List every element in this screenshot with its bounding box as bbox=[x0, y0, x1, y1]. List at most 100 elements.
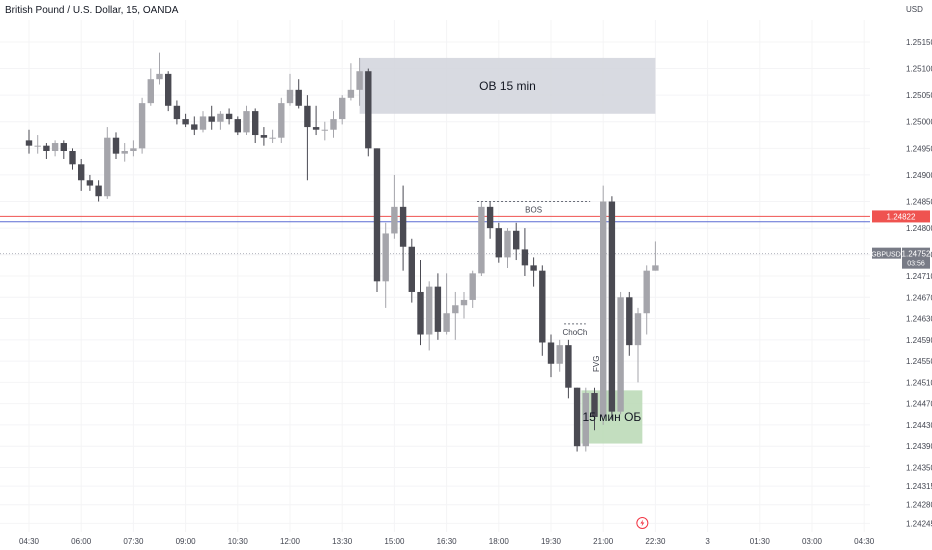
current-price-tag bbox=[902, 247, 930, 269]
x-tick-label: 09:00 bbox=[176, 537, 197, 546]
candle bbox=[539, 265, 546, 356]
candle-body bbox=[426, 286, 433, 335]
x-tick-label: 03:00 bbox=[802, 537, 823, 546]
candle-body bbox=[408, 246, 415, 292]
candle bbox=[95, 180, 102, 202]
y-tick-label: 1.24550 bbox=[906, 357, 932, 366]
candle-body bbox=[234, 119, 241, 133]
annotations-layer: OB 15 min 15 мин ОБ BOS ChoCh FVG bbox=[477, 79, 641, 424]
candle bbox=[173, 100, 181, 125]
candle bbox=[643, 265, 650, 335]
candle bbox=[304, 95, 311, 181]
candle-body bbox=[78, 164, 85, 181]
candle-body bbox=[434, 286, 442, 332]
candle bbox=[321, 121, 328, 141]
y-tick-label: 1.25050 bbox=[906, 91, 932, 100]
x-tick-label: 18:00 bbox=[489, 537, 510, 546]
candle-body bbox=[147, 79, 154, 104]
candle-body bbox=[530, 265, 537, 271]
y-tick-label: 1.24670 bbox=[906, 293, 932, 302]
y-tick-label: 1.24470 bbox=[906, 400, 932, 409]
y-tick-label: 1.24510 bbox=[906, 378, 932, 387]
x-tick-label: 3 bbox=[705, 537, 710, 546]
candle bbox=[112, 132, 120, 159]
candle bbox=[591, 387, 598, 431]
candle bbox=[356, 57, 363, 106]
candle-body bbox=[556, 345, 563, 364]
candle bbox=[25, 129, 33, 154]
candle-body bbox=[260, 135, 268, 138]
candle-body bbox=[330, 119, 337, 130]
candle-body bbox=[130, 148, 137, 151]
candle-body bbox=[521, 249, 529, 266]
candle-body bbox=[295, 89, 302, 106]
candle bbox=[443, 273, 450, 335]
candle-body bbox=[347, 89, 355, 98]
candle bbox=[608, 196, 616, 420]
y-tick-label: 1.24950 bbox=[906, 144, 932, 153]
candle bbox=[547, 334, 555, 378]
x-tick-label: 10:30 bbox=[228, 537, 249, 546]
x-tick-label: 06:00 bbox=[71, 537, 92, 546]
candle bbox=[312, 105, 320, 136]
annotation-label: FVG bbox=[592, 356, 601, 372]
candle bbox=[504, 228, 511, 269]
candle-body bbox=[339, 97, 346, 120]
candle bbox=[147, 68, 154, 106]
y-axis-currency-label: USD bbox=[906, 5, 923, 14]
candle-body bbox=[104, 137, 111, 197]
y-tick-label: 1.24850 bbox=[906, 198, 932, 207]
candle-body bbox=[643, 270, 650, 314]
candle-body bbox=[225, 113, 233, 120]
candles-layer bbox=[25, 52, 659, 452]
y-tick-label: 1.24590 bbox=[906, 336, 932, 345]
y-tick-label: 1.24900 bbox=[906, 171, 932, 180]
x-tick-label: 15:00 bbox=[384, 537, 405, 546]
x-tick-label: 19:30 bbox=[541, 537, 562, 546]
candle-body bbox=[304, 105, 311, 128]
y-tick-label: 1.24280 bbox=[906, 501, 932, 510]
candle bbox=[234, 116, 241, 136]
candle bbox=[269, 129, 276, 144]
y-tick-label: 1.24390 bbox=[906, 442, 932, 451]
candle-body bbox=[573, 387, 581, 447]
candle-body bbox=[600, 201, 607, 417]
symbol-tag bbox=[872, 247, 901, 259]
candle bbox=[51, 140, 59, 157]
candle bbox=[78, 158, 85, 191]
candle bbox=[382, 222, 389, 308]
candle-body bbox=[626, 297, 633, 346]
candle bbox=[199, 111, 207, 133]
candle bbox=[225, 108, 233, 125]
annotation-label: ChoCh bbox=[562, 328, 587, 337]
candle bbox=[617, 291, 624, 415]
zone-label: OB 15 min bbox=[479, 79, 536, 93]
candle bbox=[391, 174, 398, 239]
y-tick-label: 1.24350 bbox=[906, 463, 932, 472]
candle bbox=[426, 281, 433, 351]
symbol-tag-label: GBPUSD bbox=[871, 252, 901, 259]
y-tick-label: 1.24630 bbox=[906, 315, 932, 324]
candle-body bbox=[199, 116, 207, 130]
candle bbox=[156, 52, 163, 85]
candle-body bbox=[173, 105, 181, 120]
candle-body bbox=[478, 206, 485, 274]
candle-body bbox=[217, 113, 224, 122]
candle bbox=[330, 111, 337, 138]
candle bbox=[121, 143, 128, 162]
candle bbox=[339, 95, 346, 125]
candle bbox=[652, 241, 659, 271]
candle-body bbox=[539, 270, 546, 343]
x-tick-label: 04:30 bbox=[19, 537, 40, 546]
candle bbox=[582, 387, 589, 452]
candle-body bbox=[399, 206, 407, 247]
x-tick-label: 21:00 bbox=[593, 537, 614, 546]
candle bbox=[260, 127, 268, 146]
candle-body bbox=[486, 206, 494, 229]
candle bbox=[626, 291, 633, 356]
candle-body bbox=[112, 137, 120, 154]
candle-body bbox=[547, 342, 555, 364]
y-tick-label: 1.24315 bbox=[906, 482, 932, 491]
